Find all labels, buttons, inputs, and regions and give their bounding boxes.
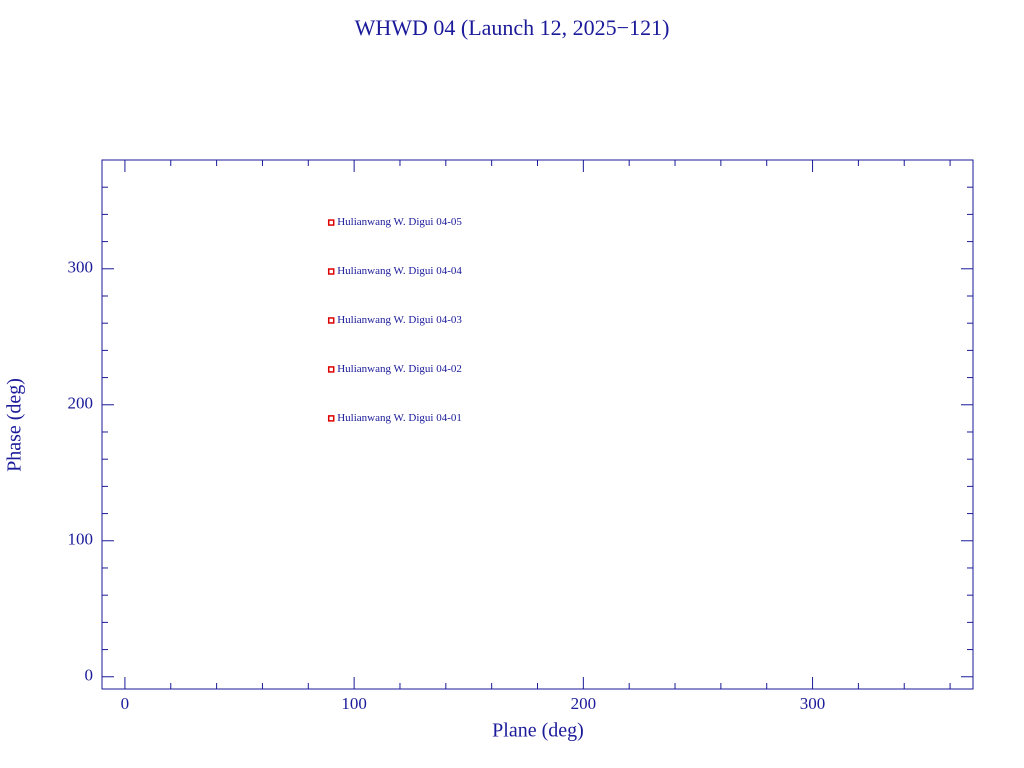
y-tick-label: 300 [68, 258, 94, 277]
x-tick-label: 0 [121, 694, 130, 713]
x-axis-label: Plane (deg) [492, 720, 584, 742]
point [327, 219, 335, 226]
point [327, 268, 335, 275]
x-tick-label: 100 [341, 694, 367, 713]
point-label: Hulianwang W. Digui 04-02 [337, 363, 462, 375]
x-tick-label: 200 [571, 694, 597, 713]
point [327, 415, 335, 422]
point [327, 317, 335, 324]
point-label: Hulianwang W. Digui 04-04 [337, 265, 462, 277]
y-tick-label: 200 [68, 394, 94, 413]
plot-frame [101, 159, 974, 690]
x-tick-label: 300 [800, 694, 826, 713]
point-label: Hulianwang W. Digui 04-03 [337, 314, 462, 326]
point [327, 366, 335, 373]
y-tick-label: 0 [85, 666, 94, 685]
point-label: Hulianwang W. Digui 04-05 [337, 216, 462, 228]
y-axis-label: Phase (deg) [4, 378, 26, 472]
y-tick-label: 100 [68, 530, 94, 549]
point-label: Hulianwang W. Digui 04-01 [337, 412, 462, 424]
chart-title: WHWD 04 (Launch 12, 2025−121) [355, 15, 670, 40]
